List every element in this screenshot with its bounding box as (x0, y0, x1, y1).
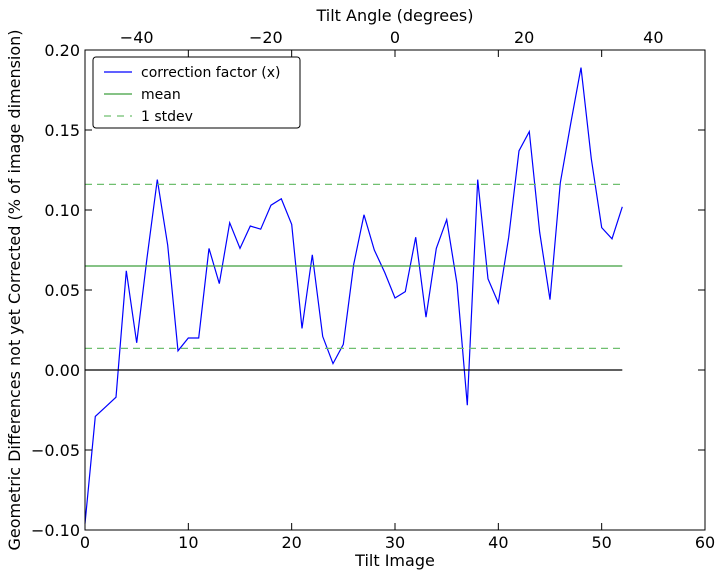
legend: correction factor (x) mean 1 stdev (92, 56, 301, 129)
x2-tick-label: −40 (120, 28, 154, 47)
ticks-layer: 0 10 20 30 40 50 60 −0.10 −0.05 0.00 0.05 0.10 0.15 0… (31, 28, 715, 552)
x2-axis-title: Tilt Angle (degrees) (315, 6, 473, 25)
x-tick-label: 50 (591, 533, 611, 552)
legend-label: 1 stdev (141, 109, 193, 125)
x-tick-label: 20 (281, 533, 301, 552)
x-tick-label: 0 (80, 533, 90, 552)
series-layer (84, 67, 623, 524)
x2-tick-label: 40 (643, 28, 663, 47)
y-tick-label: 0.10 (44, 201, 80, 220)
x2-tick-label: 0 (390, 28, 400, 47)
y-tick-label: 0.05 (44, 281, 80, 300)
plot-background (85, 50, 705, 530)
x-tick-label: 40 (488, 533, 508, 552)
legend-label: correction factor (x) (141, 65, 280, 81)
y-axis-title: Geometric Differences not yet Corrected … (5, 29, 24, 550)
y-tick-label: −0.05 (31, 441, 80, 460)
legend-box (92, 56, 301, 129)
y-tick-label: 0.15 (44, 121, 80, 140)
y-tick-label: 0.20 (44, 41, 80, 60)
y-tick-label: −0.10 (31, 521, 80, 540)
x2-tick-label: −20 (249, 28, 283, 47)
x-tick-label: 10 (178, 533, 198, 552)
x2-tick-label: 20 (514, 28, 534, 47)
y-tick-label: 0.00 (44, 361, 80, 380)
x-tick-label: 60 (695, 533, 715, 552)
x-tick-label: 30 (385, 533, 405, 552)
series-line-0 (84, 67, 623, 524)
x-axis-title: Tilt Image (354, 551, 435, 570)
legend-label: mean (141, 87, 181, 103)
